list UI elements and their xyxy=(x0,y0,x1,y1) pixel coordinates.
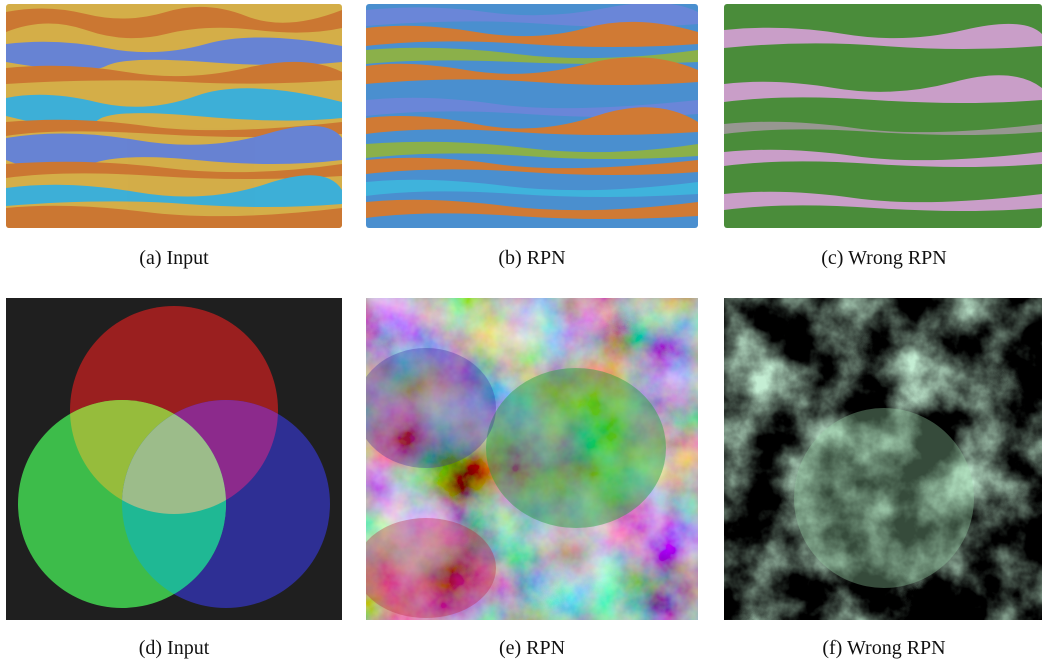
caption-e: (e) RPN xyxy=(498,637,566,659)
caption-a: (a) Input xyxy=(139,247,209,269)
venn-circles-image xyxy=(6,298,342,620)
panel-a-input-stripes xyxy=(6,4,342,228)
panel-b-rpn-stripes xyxy=(366,4,698,228)
wrong-rpn-green-noise-image xyxy=(724,298,1042,620)
wrong-rpn-stripes-texture-image xyxy=(724,4,1042,228)
panel-d-input-venn xyxy=(6,298,342,620)
caption-c: (c) Wrong RPN xyxy=(821,247,947,269)
panel-e-rpn-noise xyxy=(366,298,698,620)
panel-f-wrong-rpn-noise xyxy=(724,298,1042,620)
caption-b: (b) RPN xyxy=(498,247,566,269)
stripes-texture-image xyxy=(6,4,342,228)
caption-f: (f) Wrong RPN xyxy=(822,637,946,659)
rpn-colored-noise-image xyxy=(366,298,698,620)
rpn-stripes-texture-image xyxy=(366,4,698,228)
caption-d: (d) Input xyxy=(138,637,210,659)
panel-c-wrong-rpn-stripes xyxy=(724,4,1042,228)
